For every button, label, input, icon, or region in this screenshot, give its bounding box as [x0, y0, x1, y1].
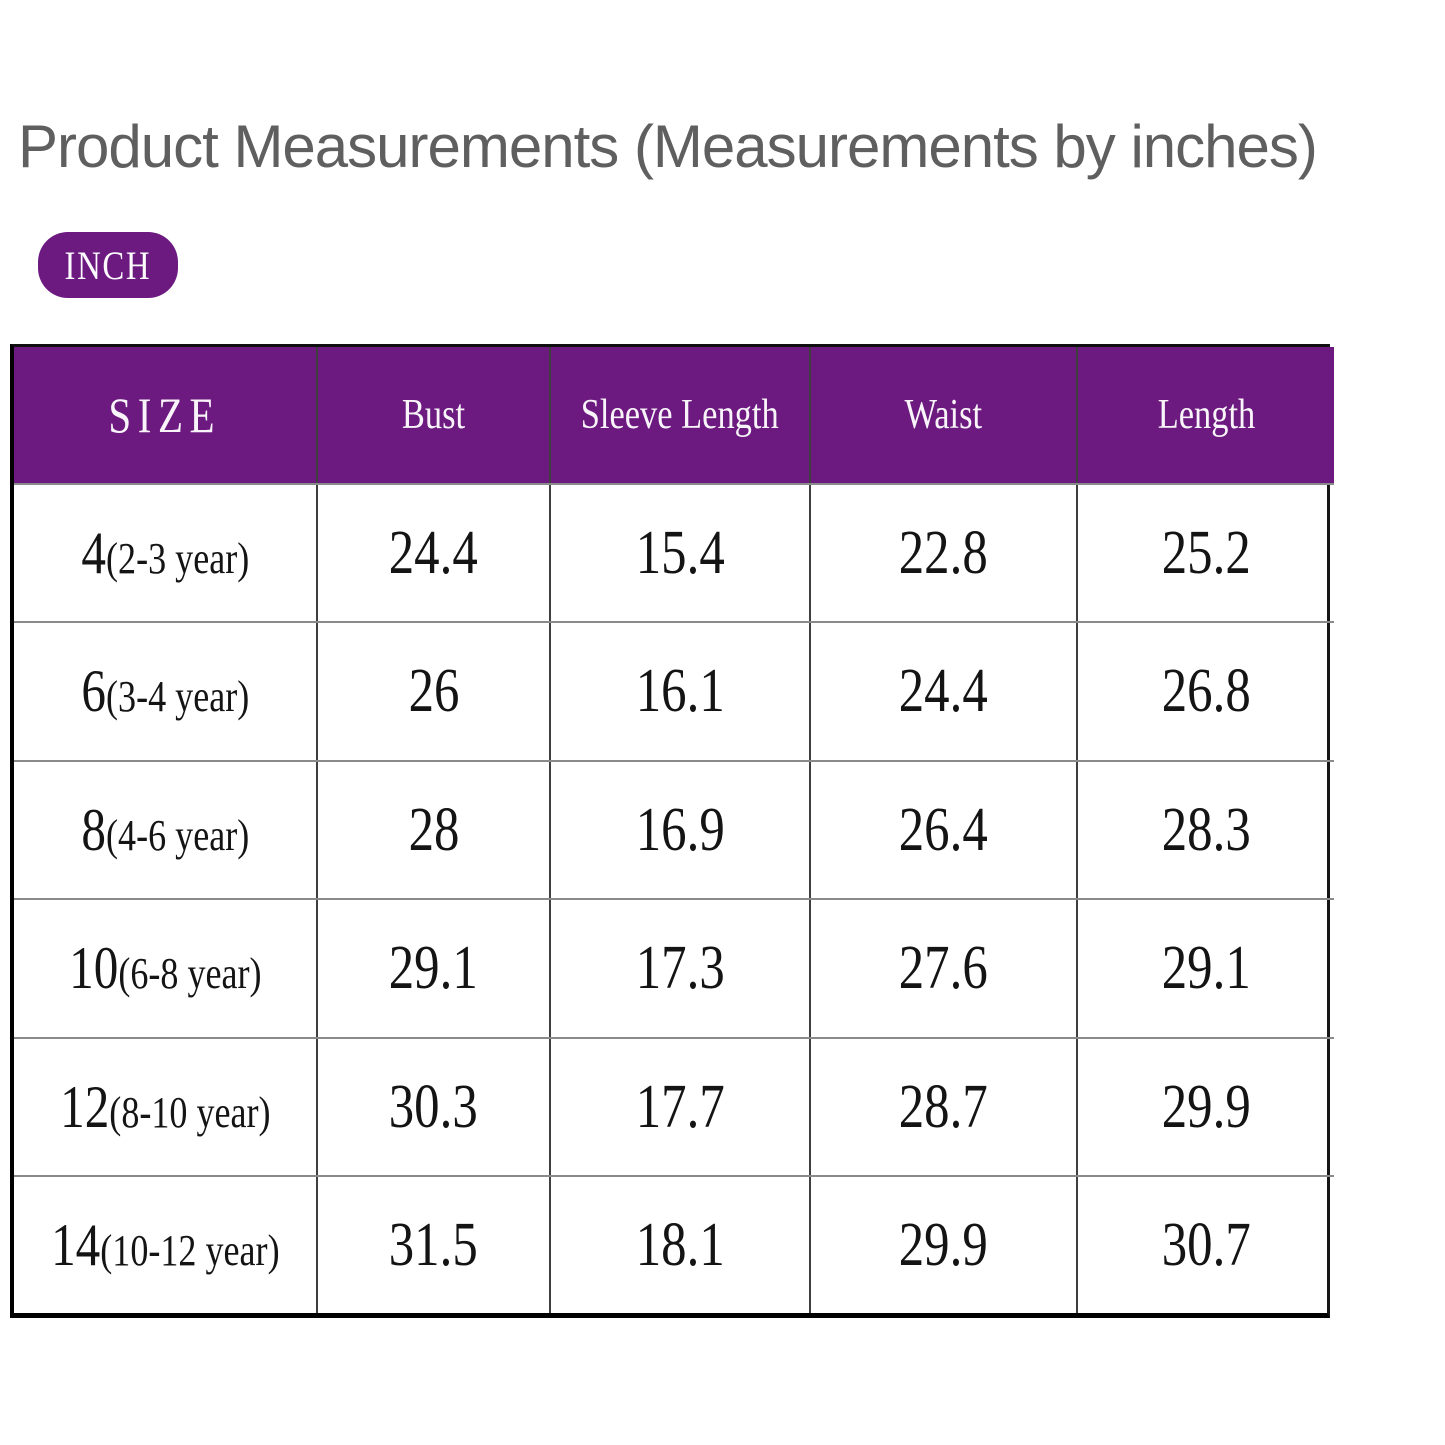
waist-value: 22.8	[899, 518, 988, 587]
size-number: 4	[81, 519, 106, 586]
waist-cell: 26.4	[809, 759, 1078, 901]
length-value: 29.1	[1161, 934, 1251, 1003]
measurements-table: SIZE Bust Sleeve Length Waist Length 4(2…	[10, 344, 1335, 1318]
bust-cell: 31.5	[316, 1175, 551, 1314]
sleeve-length-value: 18.1	[635, 1210, 725, 1279]
column-header-sleeve-length-label: Sleeve Length	[581, 392, 779, 438]
table-row: 12(8-10 year) 30.3 17.7 28.7 29.9	[13, 1036, 1335, 1178]
waist-cell: 27.6	[809, 898, 1078, 1039]
size-age-range: (4-6 year)	[105, 810, 249, 860]
sleeve-length-value: 17.7	[635, 1072, 725, 1141]
size-number: 8	[81, 796, 106, 863]
column-header-sleeve-length: Sleeve Length	[549, 346, 811, 485]
table-row: 6(3-4 year) 26 16.1 24.4 26.8	[13, 621, 1335, 762]
size-number: 12	[59, 1073, 109, 1140]
sleeve-length-cell: 17.7	[549, 1036, 811, 1178]
length-cell: 28.3	[1076, 759, 1335, 901]
sleeve-length-value: 16.1	[635, 657, 725, 726]
size-number: 6	[81, 658, 106, 725]
column-header-bust-label: Bust	[401, 392, 466, 438]
bust-cell: 24.4	[316, 482, 551, 624]
bust-value: 31.5	[389, 1210, 478, 1279]
table-row: 4(2-3 year) 24.4 15.4 22.8 25.2	[13, 482, 1335, 624]
sleeve-length-value: 15.4	[635, 518, 725, 587]
bust-cell: 29.1	[316, 898, 551, 1039]
sleeve-length-cell: 15.4	[549, 482, 811, 624]
waist-value: 29.9	[899, 1210, 988, 1279]
waist-cell: 28.7	[809, 1036, 1078, 1178]
waist-value: 28.7	[899, 1072, 988, 1141]
waist-cell: 29.9	[809, 1175, 1078, 1314]
column-header-size: SIZE	[13, 346, 318, 485]
size-age-range: (8-10 year)	[108, 1087, 271, 1137]
waist-value: 27.6	[899, 934, 988, 1003]
sleeve-length-cell: 17.3	[549, 898, 811, 1039]
length-cell: 29.9	[1076, 1036, 1335, 1178]
bust-value: 28	[408, 795, 459, 864]
bust-cell: 28	[316, 759, 551, 901]
size-age-range: (10-12 year)	[99, 1225, 280, 1275]
length-value: 25.2	[1161, 518, 1251, 587]
column-header-bust: Bust	[316, 346, 551, 485]
bust-value: 24.4	[389, 518, 478, 587]
page-title: Product Measurements (Measurements by in…	[18, 113, 1318, 180]
table-row: 14(10-12 year) 31.5 18.1 29.9 30.7	[13, 1175, 1335, 1314]
header-row: SIZE Bust Sleeve Length Waist Length	[13, 346, 1335, 485]
size-number: 14	[50, 1211, 100, 1278]
unit-toggle-inch[interactable]: INCH	[38, 232, 178, 298]
size-number: 10	[68, 935, 118, 1002]
length-cell: 30.7	[1076, 1175, 1335, 1314]
size-cell: 14(10-12 year)	[13, 1175, 318, 1314]
waist-cell: 22.8	[809, 482, 1078, 624]
unit-badge-label: INCH	[64, 242, 152, 288]
sleeve-length-cell: 16.9	[549, 759, 811, 901]
length-value: 28.3	[1161, 795, 1251, 864]
length-cell: 25.2	[1076, 482, 1335, 624]
length-cell: 29.1	[1076, 898, 1335, 1039]
sleeve-length-value: 16.9	[635, 795, 725, 864]
column-header-size-label: SIZE	[108, 387, 222, 443]
size-cell: 8(4-6 year)	[13, 759, 318, 901]
bust-cell: 30.3	[316, 1036, 551, 1178]
size-cell: 10(6-8 year)	[13, 898, 318, 1039]
size-age-range: (2-3 year)	[105, 533, 249, 583]
waist-cell: 24.4	[809, 621, 1078, 762]
waist-value: 24.4	[899, 657, 988, 726]
length-value: 26.8	[1161, 657, 1251, 726]
size-age-range: (6-8 year)	[117, 949, 262, 999]
size-age-range: (3-4 year)	[105, 672, 249, 722]
column-header-length-label: Length	[1157, 392, 1255, 438]
column-header-length: Length	[1076, 346, 1335, 485]
sleeve-length-value: 17.3	[635, 934, 725, 1003]
table-row: 8(4-6 year) 28 16.9 26.4 28.3	[13, 759, 1335, 901]
size-cell: 4(2-3 year)	[13, 482, 318, 624]
bust-value: 29.1	[389, 934, 478, 1003]
length-value: 29.9	[1161, 1072, 1251, 1141]
table-row: 10(6-8 year) 29.1 17.3 27.6 29.1	[13, 898, 1335, 1039]
size-cell: 6(3-4 year)	[13, 621, 318, 762]
length-value: 30.7	[1161, 1210, 1251, 1279]
sleeve-length-cell: 18.1	[549, 1175, 811, 1314]
length-cell: 26.8	[1076, 621, 1335, 762]
size-cell: 12(8-10 year)	[13, 1036, 318, 1178]
bust-value: 26	[408, 657, 459, 726]
column-header-waist: Waist	[809, 346, 1078, 485]
bust-value: 30.3	[389, 1072, 478, 1141]
waist-value: 26.4	[899, 795, 988, 864]
column-header-waist-label: Waist	[904, 392, 983, 438]
bust-cell: 26	[316, 621, 551, 762]
sleeve-length-cell: 16.1	[549, 621, 811, 762]
